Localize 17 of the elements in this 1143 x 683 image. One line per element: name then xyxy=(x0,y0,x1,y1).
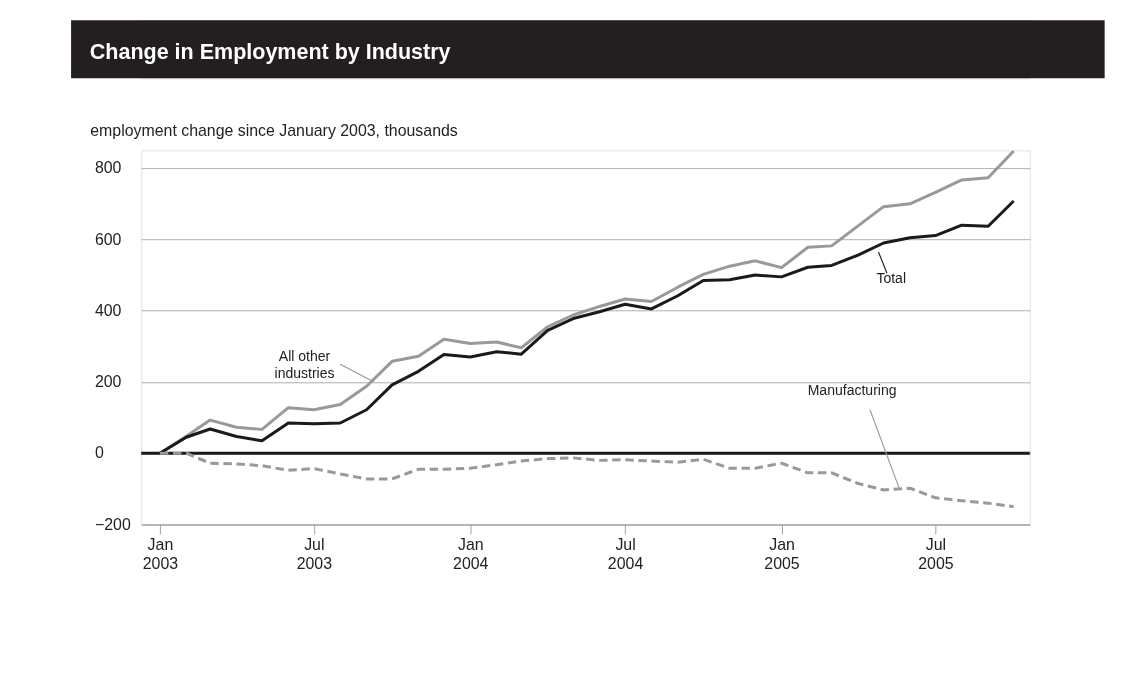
y-tick-label: 0 xyxy=(94,444,104,462)
x-tick-label: Jul 2003 xyxy=(296,536,333,572)
x-tick-label: Jul 2004 xyxy=(607,536,644,572)
legend-label: All other industries xyxy=(274,348,335,382)
text: Manufacturing xyxy=(807,382,897,399)
y-tick-label: −200 xyxy=(94,515,131,533)
y-axis-title: employment change since January 2003, thousands xyxy=(90,121,458,139)
x-tick-label: Jan 2005 xyxy=(764,536,800,572)
y-tick-label: 400 xyxy=(94,301,122,319)
y-tick-label: 800 xyxy=(94,159,122,177)
x-tick-label: Jul 2005 xyxy=(918,536,954,572)
y-tick-label: 200 xyxy=(94,373,122,391)
x-tick-label: Jan 2004 xyxy=(453,536,489,572)
y-tick-label: 600 xyxy=(94,230,122,248)
x-tick-label: Jan 2003 xyxy=(142,536,179,572)
chart-title: Change in Employment by Industry xyxy=(89,39,451,64)
series-label: Total xyxy=(876,269,907,286)
